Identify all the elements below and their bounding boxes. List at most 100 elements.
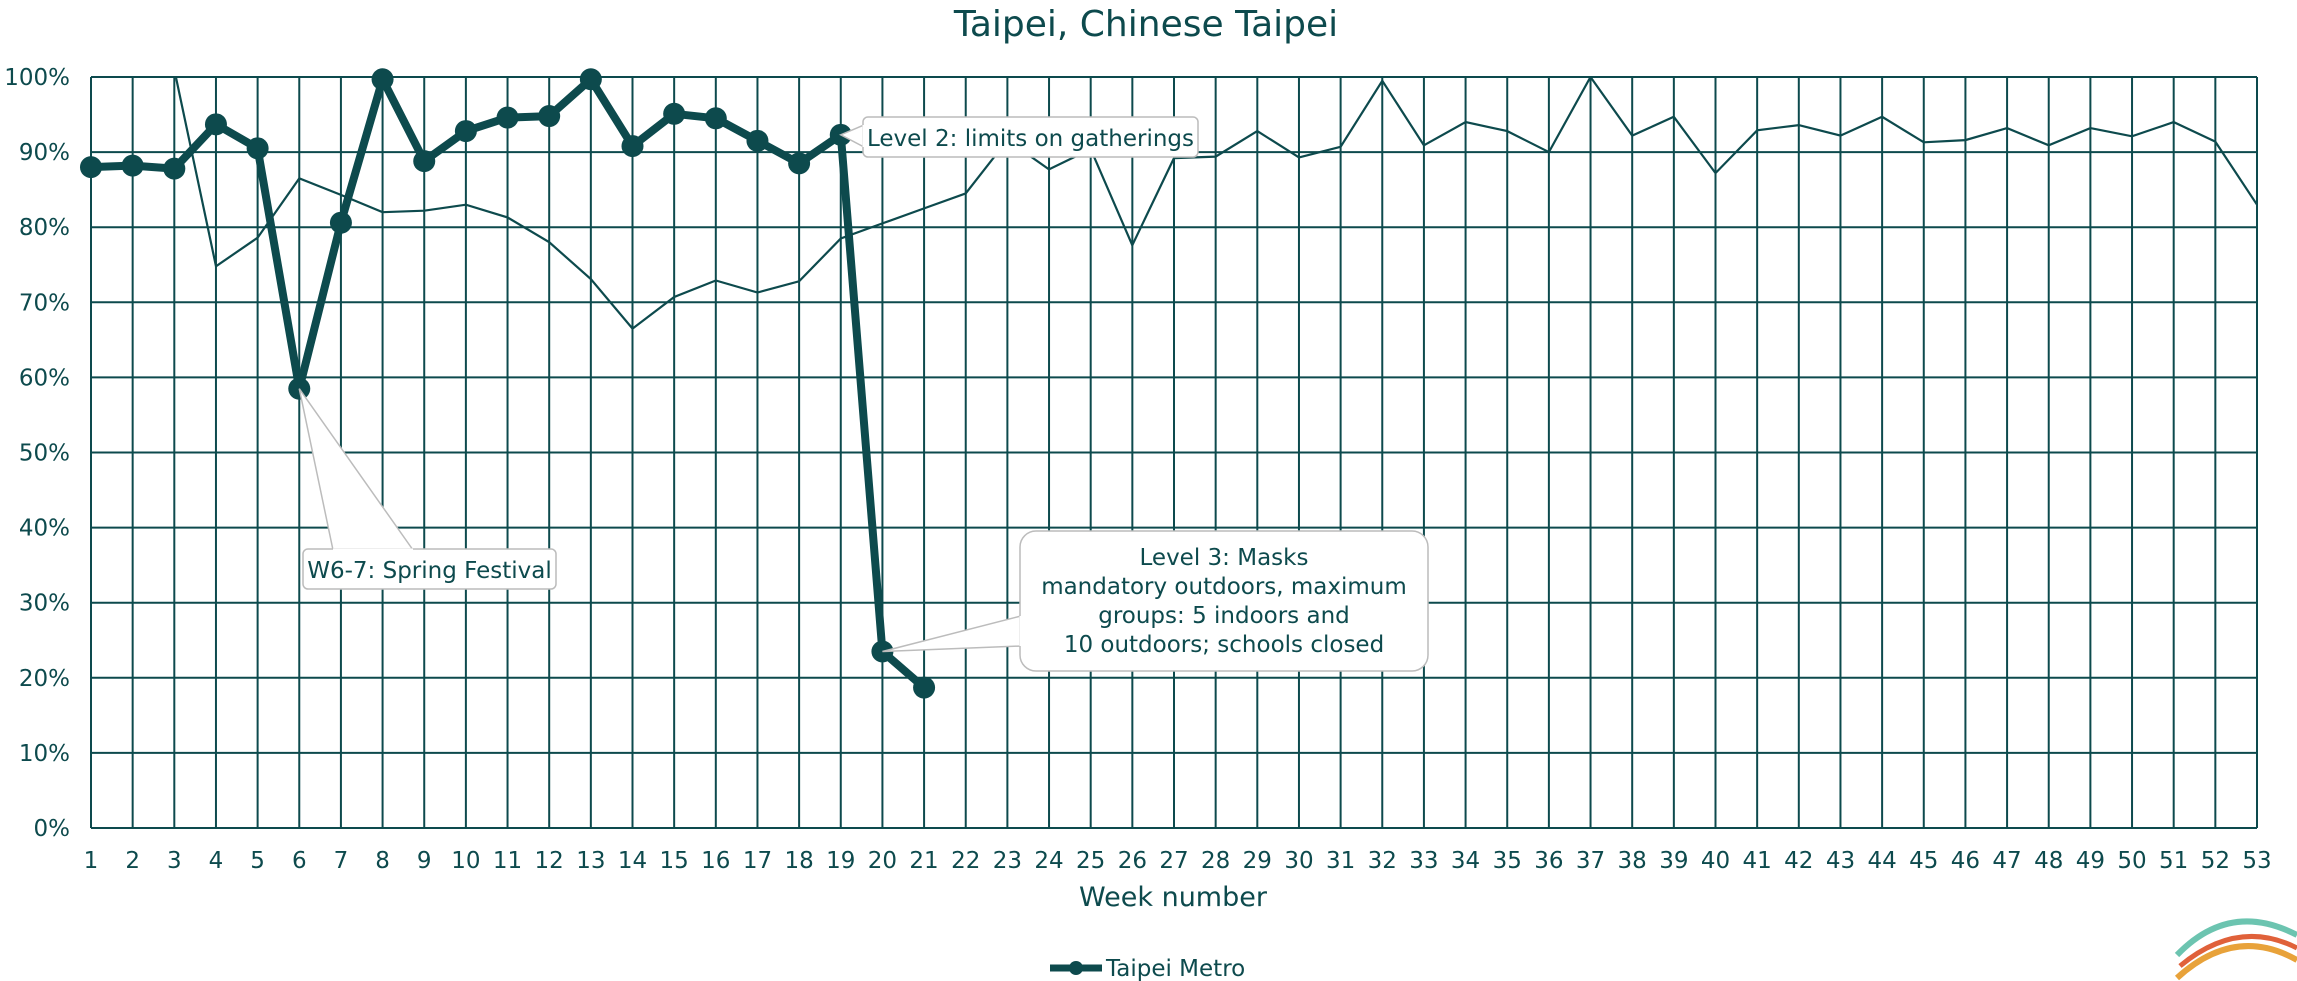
data-point — [913, 676, 936, 699]
x-tick-label: 4 — [209, 848, 224, 874]
data-point — [538, 105, 561, 128]
x-tick-label: 17 — [743, 848, 772, 874]
x-tick-label: 27 — [1159, 848, 1188, 874]
annotations: Level 2: limits on gatherings W6-7: Sprin… — [298, 116, 1429, 672]
x-tick-label: 21 — [909, 848, 938, 874]
x-tick-label: 53 — [2242, 848, 2271, 874]
x-tick-label: 48 — [2034, 848, 2063, 874]
x-tick-label: 43 — [1826, 848, 1855, 874]
x-tick-label: 28 — [1201, 848, 1230, 874]
data-point — [496, 106, 519, 129]
x-tick-label: 24 — [1034, 848, 1063, 874]
x-tick-label: 39 — [1659, 848, 1688, 874]
x-tick-label: 30 — [1284, 848, 1313, 874]
x-axis: 1 2 3 4 5 6 7 8 9 10 11 12 13 14 15 16 17 18 19 20 21 22 23 24 2… — [84, 848, 2272, 874]
logo-arc-red — [2178, 934, 2297, 968]
y-tick-label: 60% — [19, 365, 70, 391]
data-point — [621, 135, 644, 158]
x-tick-label: 40 — [1701, 848, 1730, 874]
logo-arc-orange — [2174, 943, 2297, 981]
x-tick-label: 44 — [1867, 848, 1896, 874]
data-point — [413, 150, 436, 173]
x-tick-label: 38 — [1618, 848, 1647, 874]
y-tick-label: 80% — [19, 215, 70, 241]
x-tick-label: 45 — [1909, 848, 1938, 874]
x-tick-label: 12 — [535, 848, 564, 874]
x-tick-label: 22 — [951, 848, 980, 874]
x-tick-label: 36 — [1534, 848, 1563, 874]
data-point — [163, 157, 186, 180]
chart-title: Taipei, Chinese Taipei — [953, 4, 1338, 45]
y-tick-label: 20% — [19, 666, 70, 692]
x-tick-label: 6 — [292, 848, 307, 874]
x-tick-label: 8 — [375, 848, 390, 874]
x-tick-label: 37 — [1576, 848, 1605, 874]
data-point — [371, 68, 394, 91]
x-tick-label: 33 — [1409, 848, 1438, 874]
callout-level-3: Level 3: Masks mandatory outdoors, maximu… — [882, 530, 1429, 672]
y-tick-label: 100% — [4, 65, 70, 91]
y-tick-label: 50% — [19, 441, 70, 467]
y-tick-label: 0% — [34, 816, 71, 842]
callout-pointer — [882, 615, 1022, 653]
callout-spring-festival: W6-7: Spring Festival — [298, 388, 557, 590]
x-tick-label: 23 — [993, 848, 1022, 874]
y-tick-label: 90% — [19, 140, 70, 166]
x-tick-label: 1 — [84, 848, 99, 874]
callout-level-2: Level 2: limits on gatherings — [839, 116, 1199, 158]
x-tick-label: 3 — [167, 848, 182, 874]
data-point — [121, 154, 144, 177]
callout-pointer — [298, 388, 415, 551]
x-tick-label: 14 — [618, 848, 647, 874]
logo-arc-teal — [2174, 918, 2297, 958]
y-tick-label: 70% — [19, 290, 70, 316]
data-point — [788, 152, 811, 175]
data-point — [663, 102, 686, 125]
x-tick-label: 51 — [2159, 848, 2188, 874]
callout-text: Level 2: limits on gatherings — [867, 126, 1194, 152]
x-axis-title: Week number — [1079, 882, 1268, 913]
logo — [2174, 918, 2297, 981]
y-tick-label: 10% — [19, 741, 70, 767]
x-tick-label: 47 — [1992, 848, 2021, 874]
legend-label: Taipei Metro — [1105, 956, 1245, 981]
data-point — [204, 113, 227, 136]
x-tick-label: 50 — [2117, 848, 2146, 874]
legend-marker — [1069, 961, 1083, 975]
x-tick-label: 19 — [826, 848, 855, 874]
x-tick-label: 2 — [125, 848, 140, 874]
y-tick-label: 30% — [19, 591, 70, 617]
series-thin — [174, 77, 2258, 331]
x-tick-label: 52 — [2201, 848, 2230, 874]
x-tick-label: 49 — [2076, 848, 2105, 874]
x-tick-label: 32 — [1368, 848, 1397, 874]
x-tick-label: 34 — [1451, 848, 1480, 874]
x-tick-label: 42 — [1784, 848, 1813, 874]
callout-text: 10 outdoors; schools closed — [1064, 632, 1384, 658]
x-tick-label: 41 — [1743, 848, 1772, 874]
y-axis: 0% 10% 20% 30% 40% 50% 60% 70% 80% 90% 100% — [4, 65, 70, 842]
grid — [90, 76, 2258, 829]
x-tick-label: 35 — [1493, 848, 1522, 874]
x-tick-label: 25 — [1076, 848, 1105, 874]
x-tick-label: 46 — [1951, 848, 1980, 874]
x-tick-label: 10 — [451, 848, 480, 874]
data-point — [704, 107, 727, 130]
callout-box — [302, 548, 557, 590]
x-tick-label: 11 — [493, 848, 522, 874]
x-tick-label: 26 — [1118, 848, 1147, 874]
x-tick-label: 20 — [868, 848, 897, 874]
x-tick-label: 15 — [660, 848, 689, 874]
x-tick-label: 9 — [417, 848, 432, 874]
data-point — [579, 68, 602, 91]
callout-box — [1019, 530, 1429, 672]
callout-text: W6-7: Spring Festival — [307, 558, 552, 584]
callout-text: groups: 5 indoors and — [1098, 603, 1350, 629]
data-point — [746, 129, 769, 152]
callout-text: Level 3: Masks — [1140, 545, 1309, 571]
x-tick-label: 29 — [1243, 848, 1272, 874]
series-line-thin — [174, 77, 2258, 331]
y-tick-label: 40% — [19, 516, 70, 542]
x-tick-label: 5 — [250, 848, 265, 874]
